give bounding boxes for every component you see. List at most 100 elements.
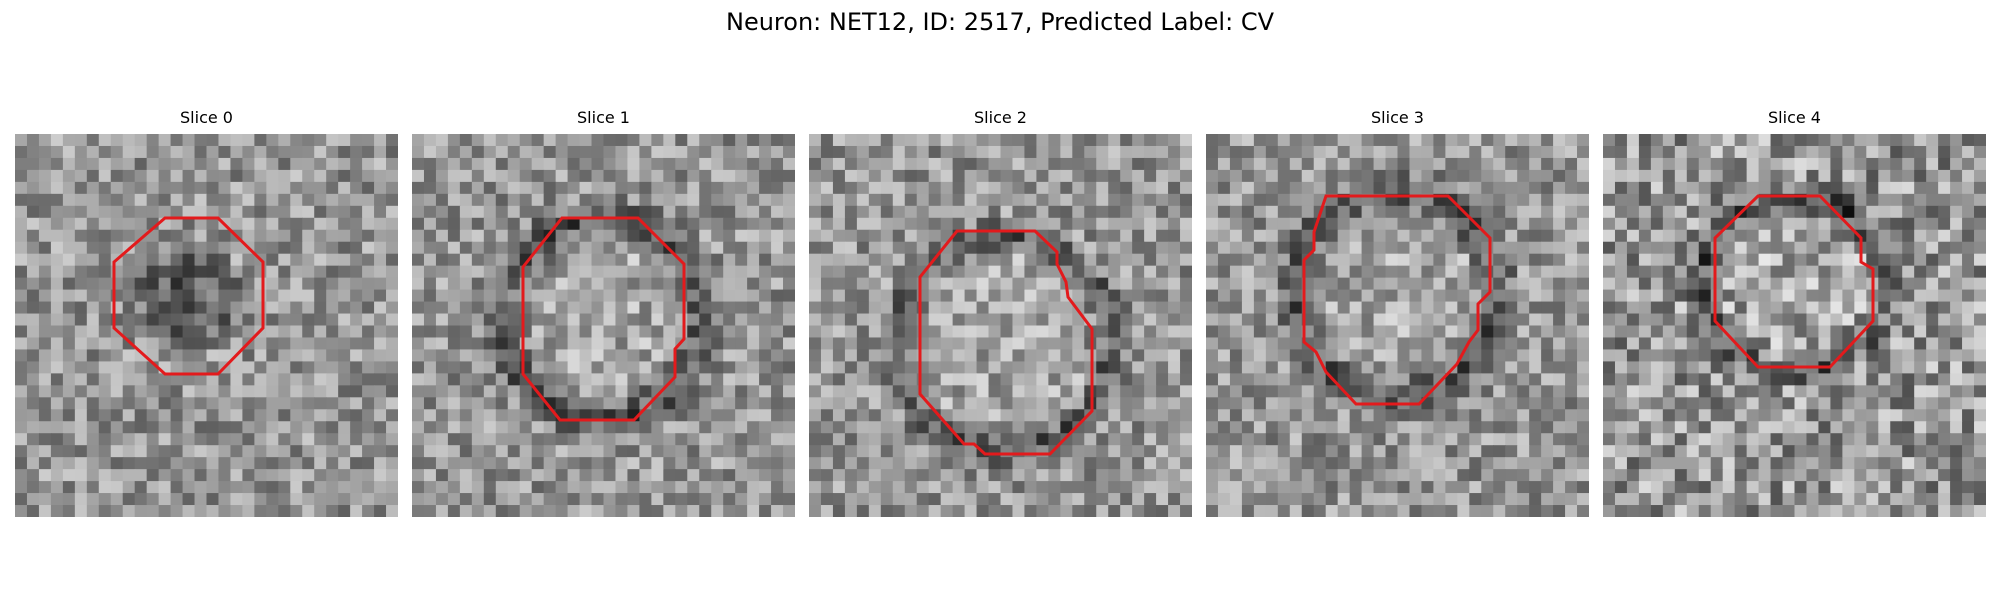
pixel <box>1433 145 1446 159</box>
pixel <box>1072 205 1085 219</box>
pixel <box>1674 169 1688 183</box>
pixel <box>1373 265 1387 279</box>
pixel <box>832 205 846 219</box>
pixel <box>1517 469 1530 482</box>
pixel <box>194 217 208 231</box>
pixel <box>1361 337 1375 351</box>
pixel <box>495 229 509 243</box>
pixel <box>579 301 593 315</box>
pixel <box>386 277 398 291</box>
pixel <box>759 134 772 147</box>
pixel <box>1481 205 1494 219</box>
pixel <box>122 301 136 315</box>
pixel <box>1842 313 1855 327</box>
pixel <box>579 145 593 159</box>
pixel <box>1926 193 1939 207</box>
pixel <box>38 385 52 398</box>
pixel <box>1926 229 1939 243</box>
pixel <box>1060 397 1073 410</box>
pixel <box>1553 337 1566 351</box>
pixel <box>230 205 244 219</box>
pixel <box>483 313 497 327</box>
pixel <box>651 169 664 183</box>
pixel <box>988 217 1002 231</box>
pixel <box>1253 445 1267 458</box>
pixel <box>1505 421 1518 434</box>
pixel <box>110 457 124 470</box>
pixel <box>146 445 160 458</box>
pixel <box>170 421 184 434</box>
pixel <box>1096 217 1109 231</box>
pixel <box>1132 253 1145 267</box>
pixel <box>1734 277 1748 291</box>
pixel <box>1048 445 1061 458</box>
pixel <box>1421 481 1435 494</box>
pixel <box>314 277 327 291</box>
pixel <box>1974 409 1986 422</box>
pixel <box>1084 505 1097 517</box>
pixel <box>1914 169 1927 183</box>
pixel <box>507 265 521 279</box>
pixel <box>1650 229 1664 243</box>
pixel <box>892 373 906 386</box>
pixel <box>651 373 664 386</box>
pixel <box>591 169 605 183</box>
pixel <box>86 241 100 255</box>
pixel <box>603 397 617 410</box>
pixel <box>1337 373 1351 386</box>
pixel <box>916 457 930 470</box>
pixel <box>519 505 533 517</box>
pixel <box>1012 361 1026 374</box>
pixel <box>832 181 846 195</box>
pixel <box>1878 397 1891 410</box>
pixel <box>675 241 688 255</box>
pixel <box>435 229 449 243</box>
pixel <box>591 349 605 363</box>
pixel <box>1830 313 1843 327</box>
pixel <box>928 361 942 374</box>
pixel <box>86 205 100 219</box>
pixel <box>242 421 255 434</box>
pixel <box>976 301 990 315</box>
pixel <box>868 169 882 183</box>
pixel <box>1782 217 1796 231</box>
pixel <box>447 325 461 339</box>
pixel <box>771 433 784 446</box>
pixel <box>1168 385 1181 398</box>
pixel <box>1421 157 1435 171</box>
pixel <box>1614 409 1628 422</box>
pixel <box>26 313 40 327</box>
pixel <box>627 337 641 351</box>
pixel <box>1878 421 1891 434</box>
pixel <box>459 457 473 470</box>
pixel <box>1603 313 1616 327</box>
pixel <box>723 265 736 279</box>
pixel <box>50 313 64 327</box>
pixel <box>26 241 40 255</box>
pixel <box>1603 241 1616 255</box>
pixel <box>1361 385 1375 398</box>
pixel <box>1577 313 1589 327</box>
pixel <box>1060 229 1073 243</box>
pixel <box>1529 445 1542 458</box>
pixel <box>1794 134 1808 147</box>
pixel <box>362 337 375 351</box>
pixel <box>1565 385 1578 398</box>
pixel <box>134 157 148 171</box>
pixel <box>1565 481 1578 494</box>
pixel <box>1974 385 1986 398</box>
pixel <box>964 301 978 315</box>
pixel <box>1012 157 1026 171</box>
pixel <box>1108 457 1121 470</box>
pixel <box>1217 349 1231 363</box>
pixel <box>1553 301 1566 315</box>
pixel <box>699 385 712 398</box>
pixel <box>1337 349 1351 363</box>
pixel <box>1638 241 1652 255</box>
pixel <box>567 481 581 494</box>
pixel <box>1433 325 1446 339</box>
pixel <box>832 373 846 386</box>
pixel <box>1950 181 1963 195</box>
pixel <box>1650 241 1664 255</box>
pixel <box>182 229 196 243</box>
